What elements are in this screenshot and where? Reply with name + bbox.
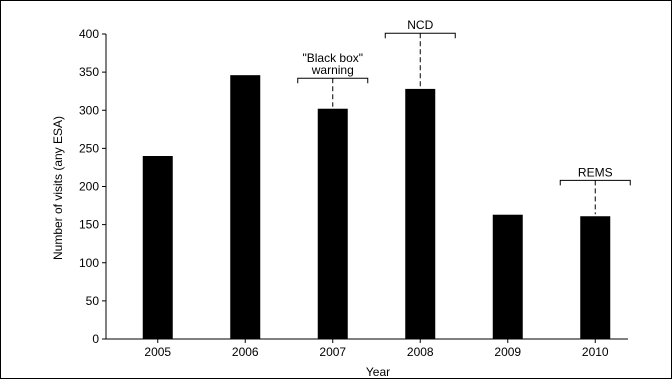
y-tick-label: 250 <box>79 141 99 155</box>
x-tick-label: 2005 <box>144 345 171 359</box>
y-tick-label: 200 <box>79 180 99 194</box>
y-tick-label: 0 <box>92 332 99 346</box>
bar-2009 <box>492 214 523 339</box>
y-tick-label: 400 <box>79 27 99 41</box>
axes: 0 50 100 150 200 250 300 350 400 2005 2006 2007 2008… <box>79 27 628 359</box>
x-tick-label: 2010 <box>582 345 609 359</box>
x-axis-label: Year <box>366 365 390 378</box>
y-axis-label: Number of visits (any ESA) <box>51 116 65 260</box>
x-tick-label: 2008 <box>407 345 434 359</box>
annotation-2007: "Black box"warning <box>297 51 369 107</box>
bars <box>142 75 611 340</box>
annotation-label: "Black box" <box>302 51 363 65</box>
annotations: "Black box"warning NCD REMS <box>297 18 631 215</box>
bar-2010 <box>580 216 611 339</box>
annotation-label: REMS <box>578 165 613 179</box>
y-tick-label: 100 <box>79 256 99 270</box>
bar-2007 <box>317 108 348 339</box>
annotation-label: warning <box>311 63 354 77</box>
bar-2005 <box>142 156 173 339</box>
x-tick-label: 2006 <box>232 345 259 359</box>
annotation-2008: NCD <box>384 18 456 87</box>
y-tick-label: 150 <box>79 218 99 232</box>
annotation-2010: REMS <box>559 165 631 215</box>
bar-2006 <box>230 75 261 340</box>
x-tick-label: 2009 <box>494 345 521 359</box>
bar-2008 <box>405 88 436 340</box>
annotation-label: NCD <box>407 18 433 32</box>
y-tick-label: 350 <box>79 65 99 79</box>
y-tick-label: 50 <box>86 294 100 308</box>
x-tick-label: 2007 <box>319 345 346 359</box>
y-tick-label: 300 <box>79 103 99 117</box>
